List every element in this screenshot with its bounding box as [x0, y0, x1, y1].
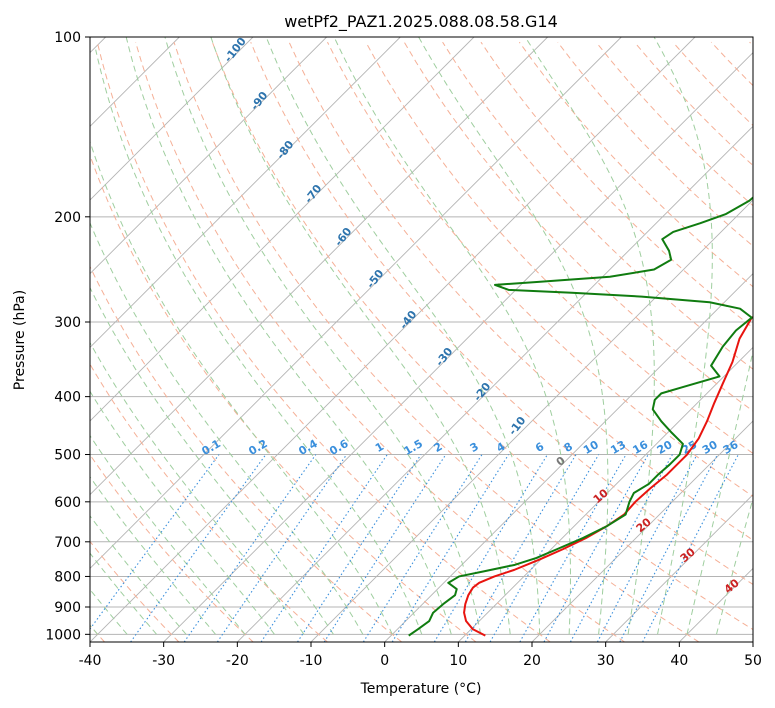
- moist-adiabat-line: [90, 221, 364, 635]
- dry-adiabat-line: [90, 453, 254, 642]
- dry-adiabat-line: [135, 41, 625, 642]
- moist-adiabat-line: [90, 434, 246, 635]
- y-tick-label: 200: [54, 210, 81, 226]
- isotherm-line: [310, 199, 753, 642]
- x-axis-ticks: -40 -30 -20 -10 0 10 20 30 40 50: [79, 642, 762, 669]
- isotherm-line: [90, 37, 327, 275]
- y-tick-label: 300: [54, 315, 81, 331]
- y-tick-label: 700: [54, 535, 81, 551]
- profile-series: [408, 196, 753, 637]
- moist-adiabat-line: [95, 49, 423, 635]
- mixing-ratio-line: [433, 454, 548, 642]
- mixing-ratio-line: [90, 454, 220, 630]
- moist-adiabat-line: [210, 37, 511, 635]
- dry-adiabat-line: [250, 41, 753, 586]
- mixing-ratio-line: [130, 454, 267, 642]
- x-tick-label: 0: [380, 653, 389, 669]
- isotherm-line: [90, 37, 696, 642]
- y-tick-label: 400: [54, 390, 81, 406]
- moist-adiabat-line: [90, 341, 305, 635]
- x-tick-label: 10: [449, 653, 467, 669]
- mixing-ratio-line: [260, 454, 388, 642]
- isotherm-line: [90, 37, 622, 569]
- dry-adiabat-line: [173, 41, 700, 642]
- dry-adiabats: [90, 41, 753, 642]
- isotherm-line: [605, 494, 753, 642]
- y-tick-label: 100: [54, 30, 81, 46]
- plot-area: 0.1 0.2 0.4 0.6 1 1.5 2 3 4 6 8 10 13 16 20 25 30 36-100-…: [90, 37, 753, 642]
- dry-adiabat-line: [288, 41, 753, 541]
- moist-adiabat-line: [90, 390, 275, 635]
- mixing-ratio-line: [596, 454, 698, 642]
- isotherm-line: [90, 37, 548, 496]
- y-tick-label: 900: [54, 600, 81, 616]
- isotherm-line: [458, 346, 753, 642]
- x-tick-label: 50: [744, 653, 762, 669]
- x-tick-label: 20: [523, 653, 541, 669]
- mixing-ratio-line: [183, 454, 317, 642]
- moist-adiabat-line: [418, 37, 609, 635]
- mixing-ratio-line: [569, 454, 673, 642]
- isotherm-line: [531, 420, 753, 642]
- isotherm-line: [90, 37, 254, 201]
- dry-adiabat-line: [96, 42, 551, 642]
- y-tick-label: 1000: [45, 627, 81, 643]
- dry-adiabat-line: [90, 363, 328, 642]
- moist-adiabat-line: [686, 348, 753, 635]
- mixing-ratio-line: [489, 454, 600, 642]
- moist-adiabat-line: [715, 496, 753, 635]
- moist-adiabat-line: [265, 37, 541, 635]
- dry-adiabat-line: [90, 265, 403, 642]
- mixing-ratio-line: [323, 454, 447, 642]
- x-axis-label: Temperature (°C): [360, 681, 482, 697]
- temperature-profile-line: [463, 316, 753, 637]
- x-tick-label: -10: [300, 653, 323, 669]
- mixing-ratio-line: [519, 454, 627, 642]
- isotherm-line: [384, 273, 753, 642]
- y-axis-label: Pressure (hPa): [12, 290, 28, 390]
- moist-adiabat-line: [90, 286, 334, 635]
- x-tick-label: 30: [597, 653, 615, 669]
- moist-adiabat-line: [653, 37, 713, 635]
- y-tick-label: 800: [54, 569, 81, 585]
- moist-adiabat-line: [90, 140, 393, 635]
- dry-adiabat-line: [211, 41, 753, 631]
- dry-adiabat-line: [90, 154, 477, 642]
- y-tick-label: 600: [54, 495, 81, 511]
- moist-adiabat-line: [524, 37, 655, 635]
- y-axis-ticks: 100 200 300 400 500 600 700 800 900 1000: [45, 30, 90, 643]
- plot-frame: [89, 36, 754, 643]
- x-tick-label: -30: [152, 653, 175, 669]
- isotherm-line: [237, 125, 753, 642]
- chart-title: wetPf2_PAZ1.2025.088.08.58.G14: [284, 12, 558, 32]
- x-tick-label: 40: [670, 653, 688, 669]
- moist-adiabat-line: [125, 37, 452, 635]
- y-tick-label: 500: [54, 448, 81, 464]
- mixing-ratio-line: [216, 454, 348, 642]
- dry-adiabat-line: [518, 41, 753, 288]
- dewpoint-profile-line: [408, 196, 753, 637]
- x-tick-label: -20: [226, 653, 249, 669]
- x-tick-label: -40: [79, 653, 102, 669]
- isotherm-line: [90, 37, 475, 422]
- mixing-ratio-line: [297, 454, 422, 642]
- isotherm-line: [90, 37, 401, 348]
- dry-adiabat-line: [327, 41, 753, 498]
